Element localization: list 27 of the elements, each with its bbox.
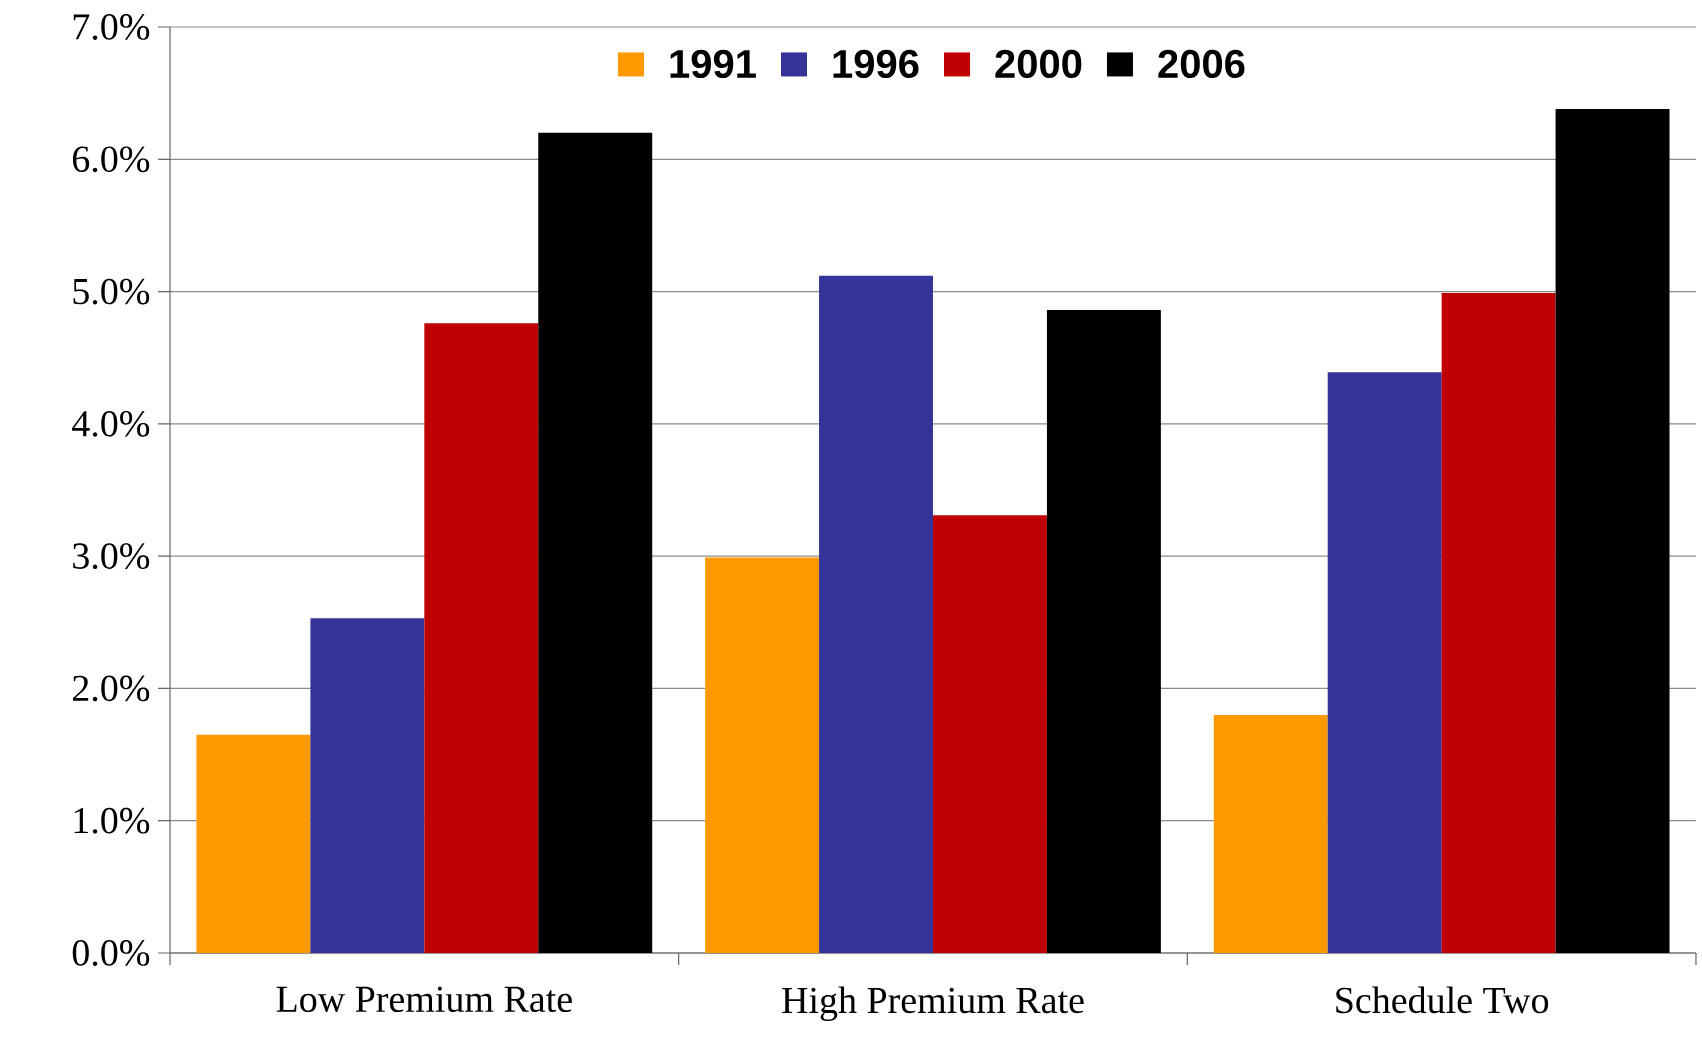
x-tick-label: Schedule Two: [1336, 986, 1549, 1014]
y-tick-label: 5.0%: [73, 278, 150, 305]
bar: [538, 132, 653, 953]
legend-label: 2000: [995, 49, 1082, 79]
legend-label: 1996: [833, 49, 919, 79]
y-tick-label: 4.0%: [72, 410, 150, 437]
bar: [196, 734, 311, 953]
legend-label: 2006: [1158, 49, 1245, 79]
bar: [424, 323, 539, 953]
x-tick-label: Low Premium Rate: [276, 986, 572, 1013]
y-tick-label: 7.0%: [73, 14, 150, 40]
y-tick-label: 3.0%: [73, 543, 150, 570]
bar: [310, 618, 425, 953]
legend-label: 1991: [670, 49, 756, 79]
bar: [1555, 109, 1670, 953]
y-tick-label: 1.0%: [74, 807, 150, 834]
bar: [1441, 292, 1556, 953]
y-tick-label: 0.0%: [72, 940, 150, 966]
bar: [1213, 714, 1328, 953]
bar: [932, 515, 1047, 953]
bar: [1046, 310, 1161, 953]
bar: [819, 275, 933, 953]
bar: [705, 557, 820, 953]
y-tick-label: 6.0%: [72, 146, 150, 173]
bar: [1327, 372, 1442, 953]
y-tick-label: 2.0%: [72, 675, 150, 702]
x-tick-label: High Premium Rate: [782, 986, 1084, 1022]
